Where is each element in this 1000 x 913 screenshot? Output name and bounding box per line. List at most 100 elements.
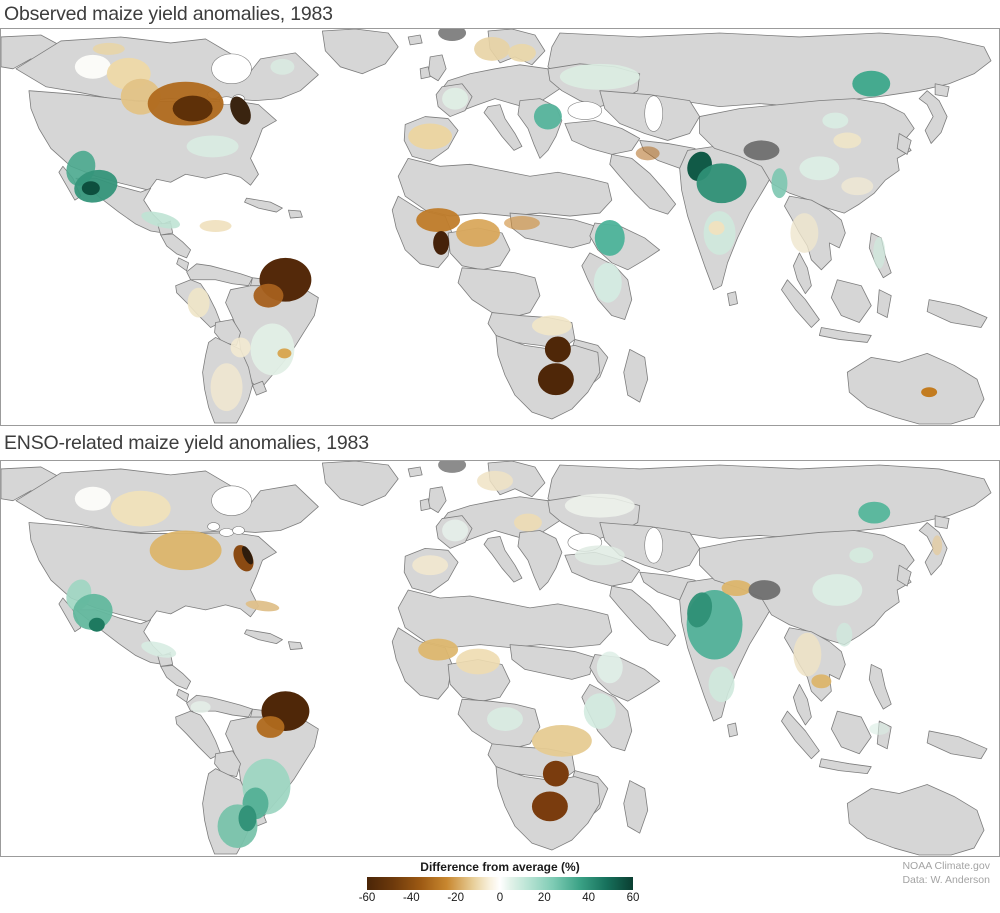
land-korea [896,564,912,587]
anomaly-patch-vietnam-mint [836,622,853,647]
land-malay-peninsula [793,683,812,726]
anomaly-patch-myanmar-teal [771,168,788,199]
legend-tick-60: 60 [626,892,640,904]
land-italy [483,536,523,583]
anomaly-patch-central-america-mint [141,641,177,658]
land-greenland [321,29,399,75]
anomaly-patch-ethiopia-teal [594,220,625,256]
legend-tick--60: -60 [358,892,376,904]
enso-world-map [1,461,999,856]
credit: NOAA Climate.gov Data: W. Anderson [902,860,990,887]
anomaly-patch-zambia-mozambique-tan [531,724,592,757]
anomaly-patch-china-cream [833,132,862,149]
land-australia [846,352,985,425]
anomaly-patch-germany-cream [477,470,513,491]
anomaly-patch-india-ap-cream [708,221,725,235]
anomaly-patch-indonesia-mint-specks [869,723,890,735]
land-ireland [419,498,431,512]
anomaly-patch-ukraine-mint [559,63,640,90]
land-hispaniola [288,209,303,219]
land-madagascar [623,780,649,834]
legend-tick-0: 0 [496,892,504,904]
anomaly-patch-zimbabwe-darkbrown [544,336,571,363]
land-new-guinea [926,299,988,328]
anomaly-patch-japan-tan-specks [932,535,943,556]
land-japan-hokkaido [934,515,950,529]
land-turkey [564,120,641,155]
anomaly-patch-denmark-gray [438,29,467,41]
land-arabia [609,153,677,215]
observed-map-title: Observed maize yield anomalies, 1983 [4,2,333,25]
legend-colorbar [367,877,633,890]
anomaly-patch-nigeria-tan [456,219,500,247]
land-central-america [160,665,192,690]
anomaly-patch-nigeria-cream [456,648,500,675]
anomaly-patch-china-ne-teal [852,70,891,97]
anomaly-patch-us-northwest-white [74,54,111,79]
land-japan-honshu [918,90,948,144]
land-iceland [407,34,423,46]
anomaly-patch-zimbabwe-brown [542,760,569,787]
land-uruguay [252,380,267,396]
anomaly-patch-cambodia-tan [811,674,832,689]
lake [211,53,252,85]
land-java [818,327,872,343]
anomaly-patch-argentina-teal-core [238,805,257,832]
anomaly-patch-us-midwest-tan [149,530,222,571]
land-colombia-venezuela [186,263,253,287]
anomaly-patch-china-mint-central [812,574,863,606]
land-iceland [407,466,423,478]
land-cuba [244,197,283,213]
anomaly-patch-central-america-mint [141,211,181,229]
anomaly-patch-colombia-mint [190,701,211,714]
land-panama [176,257,190,272]
anomaly-patch-china-ne-teal [858,501,891,524]
legend-tick--20: -20 [447,892,464,904]
anomaly-patch-turkey-mint [574,545,625,566]
land-borneo [830,710,872,755]
anomaly-patch-india-teal-core [687,592,713,628]
anomaly-patch-canada-prairie-tan [92,42,125,55]
anomaly-patch-india-up-tan [721,580,752,596]
anomaly-patch-china-mint-north [822,112,849,129]
anomaly-patch-poland-tan [507,43,536,62]
anomaly-patch-india-teal [696,163,747,204]
legend-tick--40: -40 [403,892,420,904]
anomaly-patch-australia-se-orange [921,387,938,398]
anomaly-patch-france-mint [442,87,469,110]
land-madagascar [623,348,649,403]
lake [211,485,252,516]
anomaly-patch-bangladesh-gray [748,580,781,600]
anomaly-patch-kenya-mint [593,262,622,303]
anomaly-patch-china-mint-north [849,547,874,564]
anomaly-patch-south-africa-darkbrown [537,363,574,396]
anomaly-patch-wafrica-tan [418,638,459,661]
anomaly-patch-spain-tan [408,123,453,150]
land-ireland [419,66,431,80]
anomaly-patch-mexico-darkteal-core [81,181,100,196]
anomaly-patch-angola-mint [487,707,523,731]
land-bolivia [214,750,241,777]
legend-tick-40: 40 [582,892,596,904]
land-congo [457,267,541,318]
anomaly-patch-us-eastcoast-dark [230,96,251,125]
legend-tick-20: 20 [537,892,551,904]
land-greenland [321,461,399,507]
land-italy [483,104,523,151]
land-central-america [160,233,192,259]
land-hispaniola [288,641,303,650]
anomaly-patch-brazil-tan-spot [277,348,292,359]
lake [644,95,663,132]
color-legend: Difference from average (%) -60 -40 -20 0 20… [350,860,650,908]
anomaly-patch-brazil-ne-midbrown [253,283,284,308]
anomaly-patch-argentina-cream [210,363,243,412]
anomaly-patch-germany-tan [474,36,510,61]
land-sri-lanka [727,722,738,738]
lake [219,528,234,537]
lake [207,522,220,531]
anomaly-patch-zambia-cream [531,315,572,336]
land-balkans [517,530,563,591]
anomaly-patch-paraguay-cream [230,337,251,358]
anomaly-patch-venezuela-cream [199,220,232,232]
